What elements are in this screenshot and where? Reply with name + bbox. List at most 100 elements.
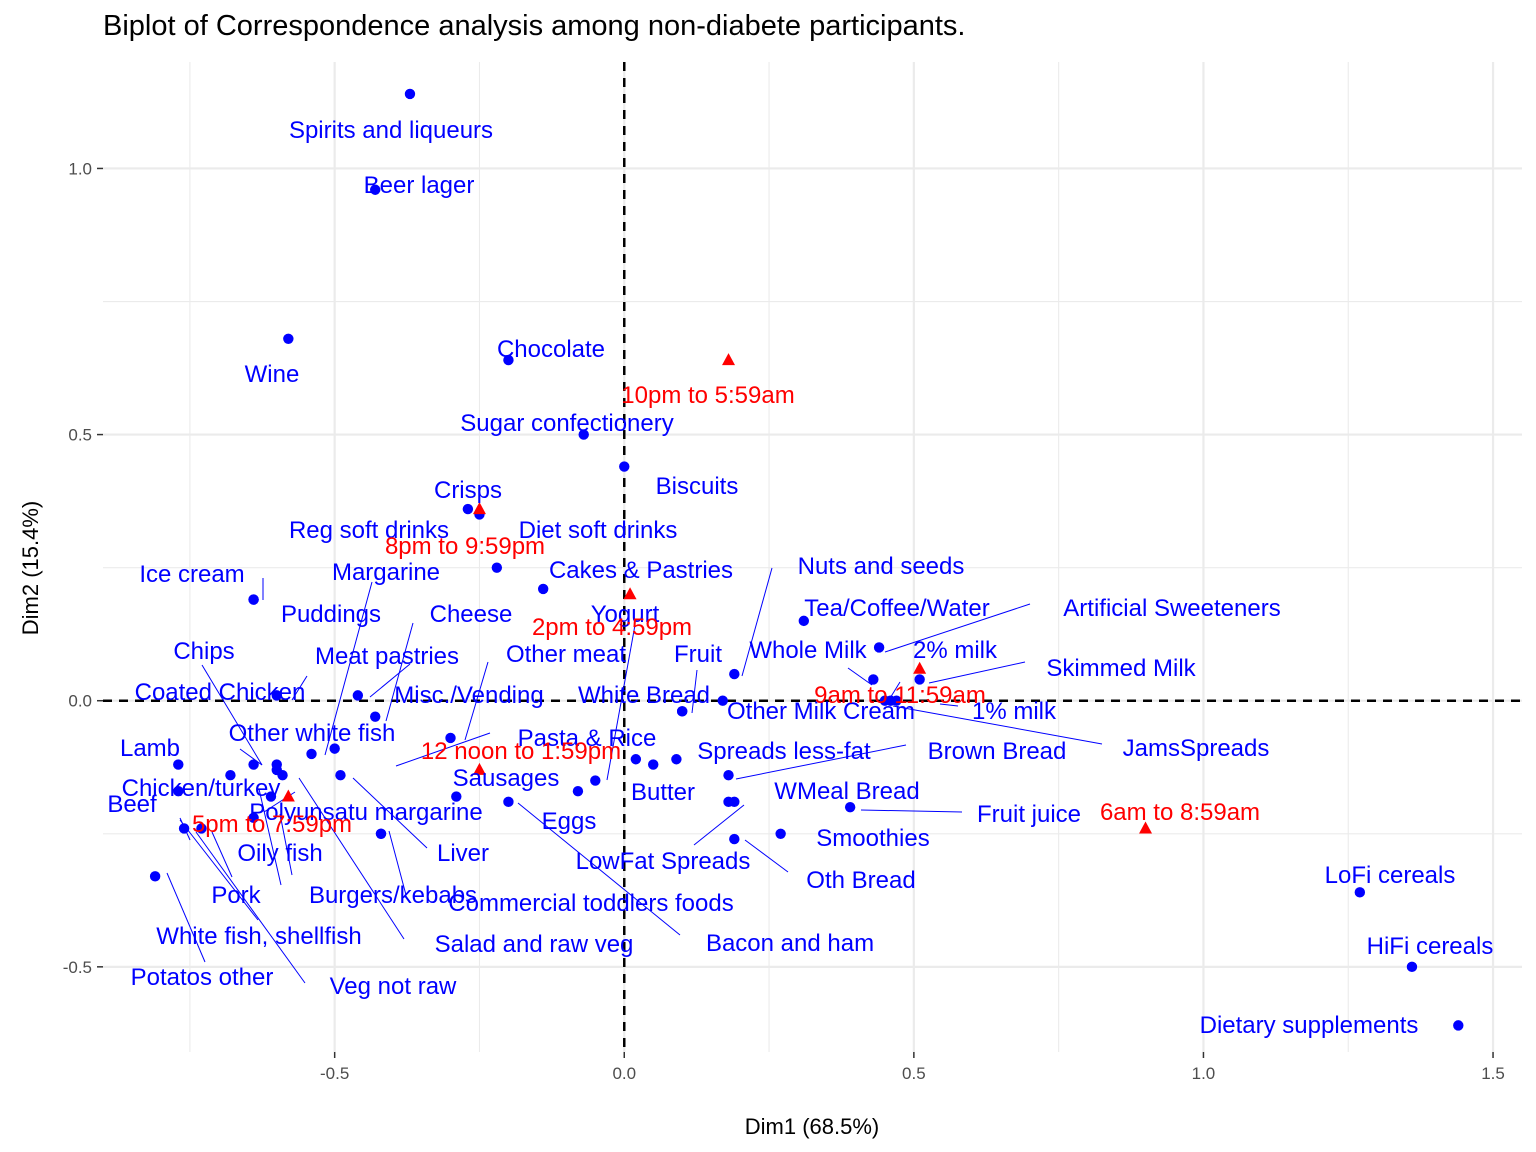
row-point	[619, 461, 630, 472]
row-point-label: Whole Milk	[749, 637, 867, 664]
x-tick-label: 1.0	[1192, 1064, 1216, 1083]
leader-line	[606, 624, 636, 781]
row-point-label: LowFat Spreads	[576, 848, 751, 875]
row-point-label: Diet soft drinks	[519, 517, 678, 544]
row-point-label: Crisps	[434, 477, 502, 504]
row-point-label: Beer lager	[364, 172, 475, 199]
leader-line	[166, 872, 206, 963]
row-point-label: Salad and raw veg	[435, 931, 634, 958]
leader-line	[258, 788, 282, 886]
row-point-label: Chocolate	[497, 336, 605, 363]
row-point	[306, 748, 317, 760]
row-point-label: White Bread	[578, 682, 710, 709]
leader-line	[395, 732, 491, 767]
row-point	[225, 770, 236, 781]
leader-line	[324, 581, 373, 756]
row-point	[537, 583, 549, 595]
row-point-label: Meat pastries	[315, 643, 459, 670]
row-point-label: Dietary supplements	[1200, 1012, 1419, 1039]
row-point	[451, 791, 462, 802]
grid-layer	[103, 62, 1522, 1052]
zero-lines	[103, 62, 1522, 1052]
row-point-label: 2% milk	[913, 637, 998, 664]
row-point	[248, 759, 259, 770]
row-point-label: Chicken/turkey	[122, 775, 281, 802]
leader-line	[279, 813, 293, 876]
row-point	[149, 871, 161, 882]
points-layer	[149, 88, 1464, 1031]
row-point-label: Burgers/kebabs	[309, 882, 477, 909]
row-point-label: Pasta & Rice	[518, 725, 657, 752]
column-point-label: 8pm to 9:59pm	[385, 533, 545, 560]
leader-line	[691, 669, 698, 714]
row-point-label: Cheese	[430, 601, 513, 628]
leader-line	[201, 664, 263, 766]
row-point	[503, 354, 514, 366]
leader-line	[385, 622, 414, 722]
row-point-label: LoFi cereals	[1325, 862, 1456, 889]
leader-line	[179, 819, 259, 921]
row-point	[729, 833, 740, 845]
row-point	[914, 674, 925, 685]
row-point	[404, 88, 416, 100]
row-point	[590, 775, 601, 786]
x-tick-label: 0.0	[612, 1064, 636, 1083]
leader-line	[464, 661, 489, 741]
leader-line	[517, 802, 681, 936]
row-point	[868, 674, 879, 685]
row-point	[173, 759, 184, 770]
row-point	[572, 785, 584, 797]
row-point-label: Commercial toddlers foods	[448, 890, 733, 917]
leader-line	[211, 831, 233, 878]
row-point-label: Fruit	[674, 641, 722, 668]
row-point-label: Fruit juice	[977, 801, 1081, 828]
row-point-label: Skimmed Milk	[1046, 655, 1196, 682]
column-point	[913, 661, 927, 674]
row-point	[717, 695, 728, 706]
row-point-label: Margarine	[332, 559, 440, 586]
labels-layer: Spirits and liqueurs Beer lager Wine Chocol…	[107, 117, 1493, 1039]
row-point-label: Liver	[437, 840, 489, 867]
column-point-label: 6am to 8:59am	[1100, 799, 1260, 826]
row-point-label: 1% milk	[972, 698, 1057, 725]
row-point	[630, 754, 642, 765]
row-point	[1354, 887, 1366, 898]
row-point	[248, 812, 259, 824]
leader-line	[291, 675, 308, 701]
row-point-label: Spirits and liqueurs	[289, 117, 493, 144]
row-point-label: WMeal Bread	[774, 778, 919, 805]
row-point-label: Other meat	[506, 641, 626, 668]
column-point	[722, 353, 736, 366]
row-point-label: Reg soft drinks	[289, 517, 449, 544]
row-point	[676, 706, 688, 717]
row-point-label: Sausages	[453, 765, 560, 792]
column-point	[472, 762, 486, 775]
row-point	[671, 754, 682, 765]
row-point	[329, 743, 340, 754]
row-point	[891, 695, 902, 706]
y-tick-label: -0.5	[63, 958, 92, 977]
row-point	[578, 429, 589, 440]
x-tick-label: 0.5	[902, 1064, 926, 1083]
row-point-label: Spreads less-fat	[697, 738, 871, 765]
leader-line	[693, 804, 745, 846]
row-point	[370, 711, 381, 722]
y-tick-label: 1.0	[68, 159, 92, 178]
column-point-label: 2pm to 4:59pm	[532, 614, 692, 641]
row-point	[1453, 1020, 1464, 1031]
row-point	[729, 668, 740, 680]
row-point	[798, 615, 810, 627]
leader-line	[298, 777, 405, 940]
row-point-label: Yogurt	[591, 601, 660, 628]
row-point-label: Coated Chicken	[135, 679, 306, 706]
row-point-label: Sugar confectionery	[460, 410, 673, 437]
row-point	[265, 791, 277, 802]
row-point	[375, 828, 387, 839]
row-point	[173, 785, 184, 797]
row-point-label: Puddings	[281, 601, 381, 628]
row-point-label: Potatos other	[131, 964, 274, 991]
row-point-label: Butter	[631, 779, 695, 806]
row-point-label: Oth Bread	[806, 867, 915, 894]
row-point-label: Biscuits	[656, 473, 739, 500]
